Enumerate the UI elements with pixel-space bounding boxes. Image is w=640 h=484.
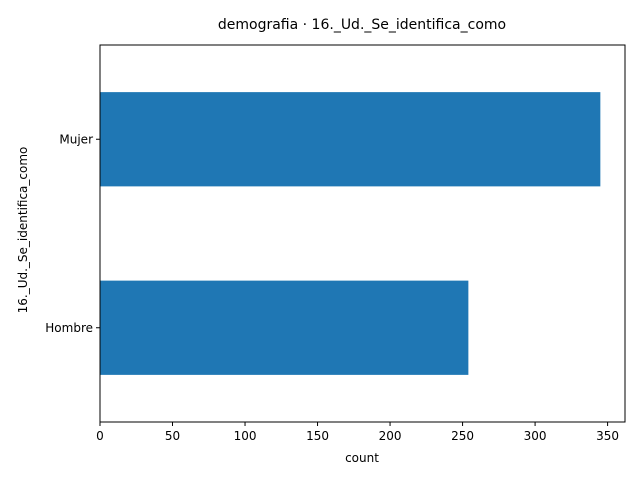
axes-layer: Hombre Mujer 0 50 100 150 200 250 300 350 xyxy=(45,44,626,443)
y-tick-label: Mujer xyxy=(59,132,93,146)
plot-frame xyxy=(99,44,626,423)
x-tick-label: 0 xyxy=(96,429,104,443)
x-tick-label: 50 xyxy=(165,429,180,443)
x-tick-label: 250 xyxy=(451,429,474,443)
x-tick-label: 300 xyxy=(524,429,547,443)
y-tick-label: Hombre xyxy=(45,321,93,335)
x-tick-label: 150 xyxy=(306,429,329,443)
x-axis-label: count xyxy=(345,451,379,465)
x-tick-label: 350 xyxy=(596,429,619,443)
bar-hombre xyxy=(100,280,469,375)
x-tick-label: 100 xyxy=(234,429,257,443)
bars-layer xyxy=(100,92,601,375)
x-tick-label: 200 xyxy=(379,429,402,443)
chart-title: demografia · 16._Ud._Se_identifica_como xyxy=(218,17,506,33)
y-axis-label: 16._Ud._Se_identifica_como xyxy=(16,147,30,314)
bar-mujer xyxy=(100,92,601,187)
